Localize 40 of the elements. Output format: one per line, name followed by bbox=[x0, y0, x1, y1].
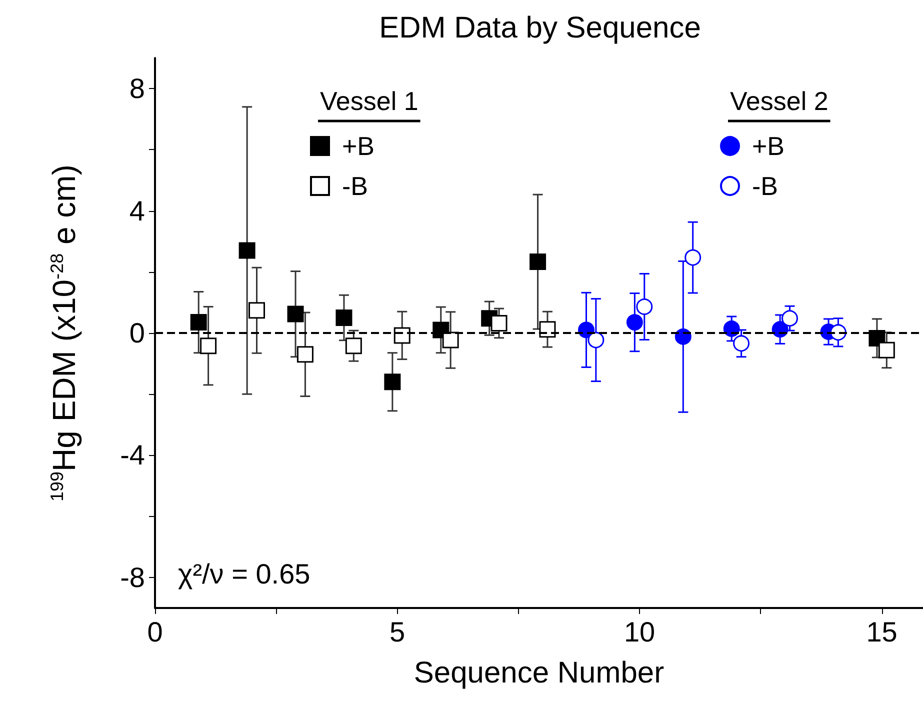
point bbox=[626, 314, 643, 331]
point bbox=[878, 342, 895, 358]
point bbox=[200, 338, 217, 354]
point bbox=[248, 302, 266, 319]
point bbox=[238, 242, 256, 259]
point bbox=[287, 306, 304, 322]
y-tick-label: 8 bbox=[129, 73, 145, 104]
legend-label: -B bbox=[342, 171, 368, 201]
point bbox=[782, 310, 798, 327]
y-tick-label: -4 bbox=[120, 440, 145, 471]
point bbox=[684, 249, 702, 266]
x-tick-label: 15 bbox=[866, 616, 898, 648]
point bbox=[588, 332, 604, 348]
annotation: Vessel 1 bbox=[320, 86, 418, 116]
y-tick-label: 4 bbox=[129, 195, 145, 226]
point bbox=[539, 321, 556, 338]
point bbox=[490, 314, 508, 332]
point bbox=[723, 320, 740, 337]
point bbox=[733, 335, 750, 352]
point bbox=[190, 314, 207, 331]
legend-label: -B bbox=[752, 171, 778, 201]
point bbox=[394, 327, 410, 344]
chart-title: EDM Data by Sequence bbox=[379, 12, 701, 44]
point bbox=[336, 309, 352, 326]
point bbox=[530, 254, 546, 270]
annotation: χ²/ν = 0.65 bbox=[178, 558, 310, 590]
y-axis-title: 199Hg EDM (x10-28 e cm) bbox=[46, 164, 82, 502]
point bbox=[442, 332, 459, 348]
legend-label: +B bbox=[342, 131, 375, 161]
point bbox=[296, 346, 314, 363]
y-tick-label: -8 bbox=[120, 562, 145, 593]
x-tick-label: 10 bbox=[624, 616, 656, 648]
point bbox=[345, 338, 362, 354]
x-tick-label: 5 bbox=[389, 616, 406, 648]
point bbox=[384, 374, 401, 390]
legend-label: +B bbox=[752, 131, 785, 161]
annotation: Vessel 2 bbox=[730, 86, 828, 116]
y-tick-label: 0 bbox=[129, 318, 145, 348]
x-axis-title: Sequence Number bbox=[414, 656, 664, 690]
point bbox=[636, 298, 653, 315]
